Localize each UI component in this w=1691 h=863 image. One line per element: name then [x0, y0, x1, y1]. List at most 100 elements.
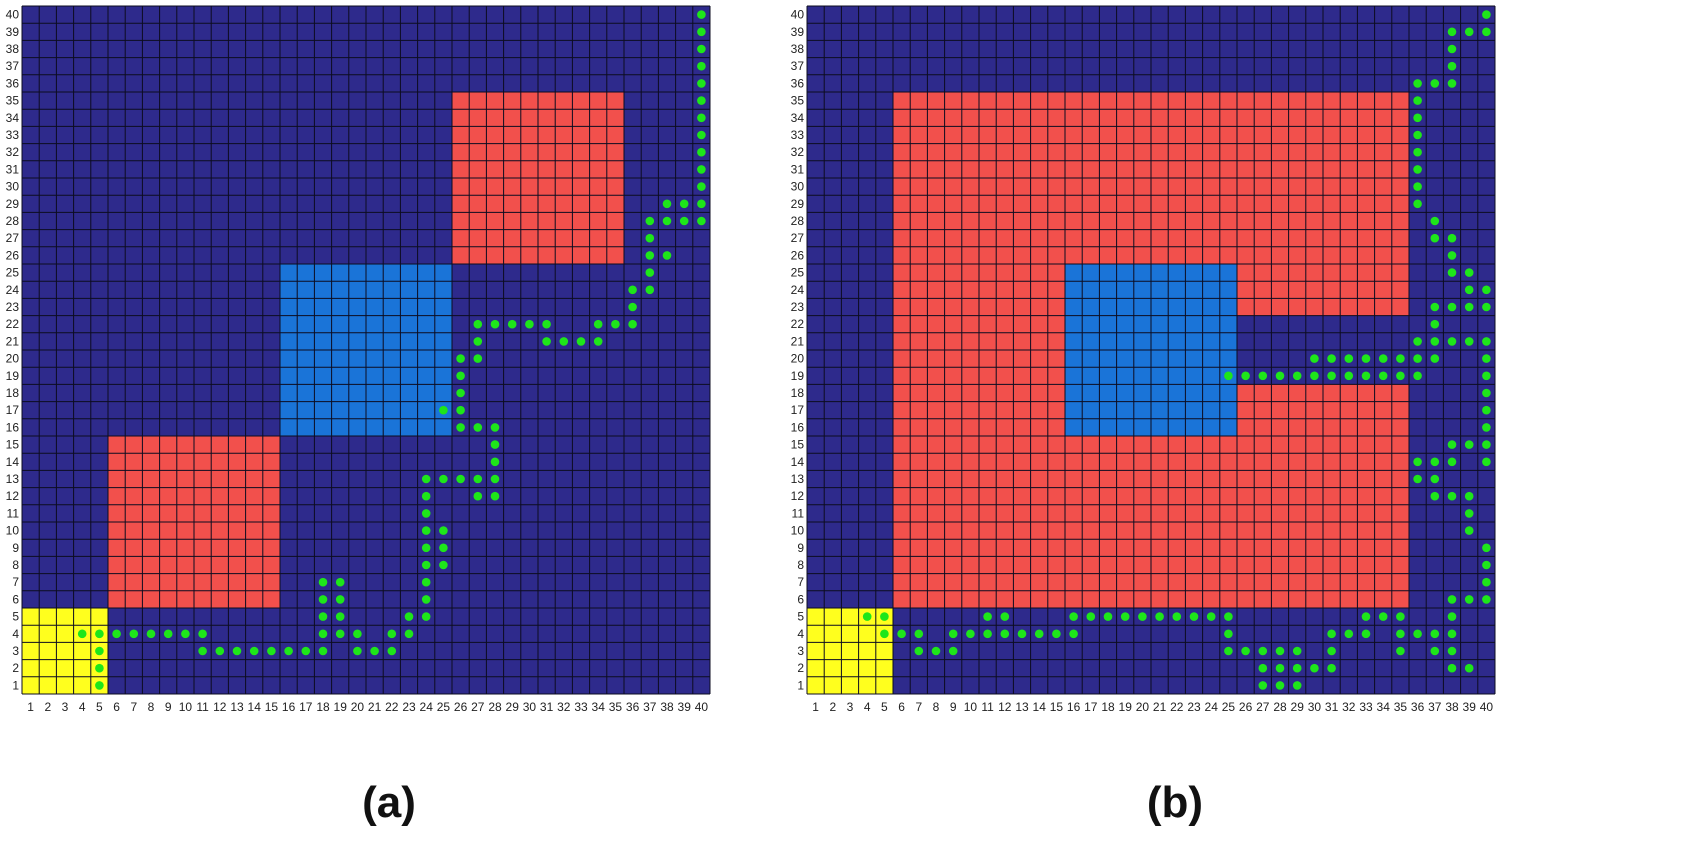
y-tick-label: 13: [6, 472, 20, 486]
path-point: [267, 646, 276, 656]
x-tick-label: 9: [950, 700, 957, 714]
path-point: [697, 10, 706, 19]
path-point: [1447, 61, 1457, 71]
path-point: [1430, 319, 1440, 329]
y-tick-label: 1: [12, 678, 19, 692]
path-point: [439, 526, 448, 535]
path-point: [1378, 612, 1388, 621]
path-point: [284, 646, 293, 656]
path-point: [335, 595, 345, 604]
path-point: [1275, 646, 1285, 656]
path-point: [697, 79, 706, 88]
path-point: [1258, 646, 1268, 656]
grid-lines: [806, 5, 1496, 695]
y-tick-label: 16: [791, 420, 805, 434]
y-tick-label: 11: [7, 506, 20, 520]
y-tick-label: 37: [791, 59, 805, 73]
x-tick-label: 32: [557, 700, 571, 714]
path-point: [1464, 285, 1474, 295]
y-tick-label: 9: [12, 541, 19, 555]
path-point: [456, 388, 465, 398]
path-point: [473, 423, 483, 432]
path-point: [1430, 79, 1440, 88]
path-point: [1482, 285, 1491, 295]
path-point: [1413, 96, 1422, 105]
path-point: [697, 44, 706, 54]
y-tick-label: 30: [6, 180, 20, 194]
y-tick-label: 38: [791, 42, 805, 56]
path-point: [1413, 337, 1422, 346]
path-point: [1447, 440, 1457, 449]
path-point: [1447, 27, 1457, 37]
path-point: [490, 423, 500, 432]
path-point: [1292, 646, 1302, 656]
y-tick-label: 4: [12, 627, 19, 641]
path-point: [1482, 577, 1491, 587]
path-point: [1103, 612, 1113, 621]
x-tick-label: 11: [981, 700, 994, 714]
path-point: [1430, 629, 1440, 639]
x-tick-label: 34: [1377, 700, 1391, 714]
path-point: [1464, 337, 1474, 346]
y-tick-label: 2: [797, 661, 804, 675]
x-tick-label: 17: [1084, 700, 1098, 714]
path-point: [1413, 199, 1422, 209]
x-tick-label: 36: [1411, 700, 1425, 714]
path-point: [473, 319, 483, 329]
y-tick-label: 25: [6, 266, 20, 280]
y-tick-label: 20: [791, 352, 805, 366]
path-point: [1464, 302, 1474, 312]
y-tick-label: 39: [791, 25, 805, 39]
path-point: [1396, 646, 1405, 656]
y-tick-label: 5: [12, 610, 19, 624]
x-tick-label: 31: [1325, 700, 1339, 714]
x-tick-label: 12: [213, 700, 227, 714]
y-tick-label: 6: [797, 592, 804, 606]
path-point: [1447, 44, 1457, 54]
path-point: [679, 199, 689, 209]
y-tick-label: 7: [797, 575, 804, 589]
x-tick-label: 3: [62, 700, 69, 714]
path-point: [1344, 371, 1354, 381]
path-point: [318, 629, 328, 639]
path-point: [1464, 27, 1474, 37]
path-point: [1361, 354, 1371, 363]
path-point: [387, 629, 397, 639]
path-point: [1447, 79, 1457, 88]
path-point: [697, 113, 706, 123]
path-point: [1447, 595, 1457, 604]
y-tick-label: 3: [797, 644, 804, 658]
grid-map-b: 1122334455667788991010111112121313141415…: [791, 5, 1496, 714]
path-point: [404, 612, 414, 621]
x-tick-label: 26: [1239, 700, 1253, 714]
y-tick-label: 32: [791, 145, 805, 159]
path-point: [421, 595, 431, 604]
x-tick-label: 39: [1463, 700, 1477, 714]
path-point: [1413, 629, 1422, 639]
x-tick-label: 37: [643, 700, 657, 714]
y-tick-label: 5: [797, 610, 804, 624]
path-point: [542, 337, 551, 346]
path-point: [335, 612, 345, 621]
path-point: [1430, 302, 1440, 312]
path-point: [1361, 612, 1371, 621]
y-tick-label: 21: [6, 334, 20, 348]
y-tick-label: 26: [791, 248, 805, 262]
path-point: [1378, 354, 1388, 363]
path-point: [1241, 371, 1250, 381]
path-point: [931, 646, 941, 656]
x-tick-label: 8: [933, 700, 940, 714]
y-tick-label: 17: [6, 403, 20, 417]
x-tick-label: 29: [506, 700, 520, 714]
path-point: [1482, 337, 1491, 346]
path-point: [914, 646, 924, 656]
path-point: [421, 474, 431, 484]
y-tick-label: 20: [6, 352, 20, 366]
path-point: [1464, 526, 1474, 535]
path-point: [697, 61, 706, 71]
y-tick-label: 33: [791, 128, 805, 142]
path-point: [611, 319, 620, 329]
path-point: [1086, 612, 1096, 621]
path-point: [1275, 371, 1285, 381]
x-tick-label: 30: [1308, 700, 1322, 714]
